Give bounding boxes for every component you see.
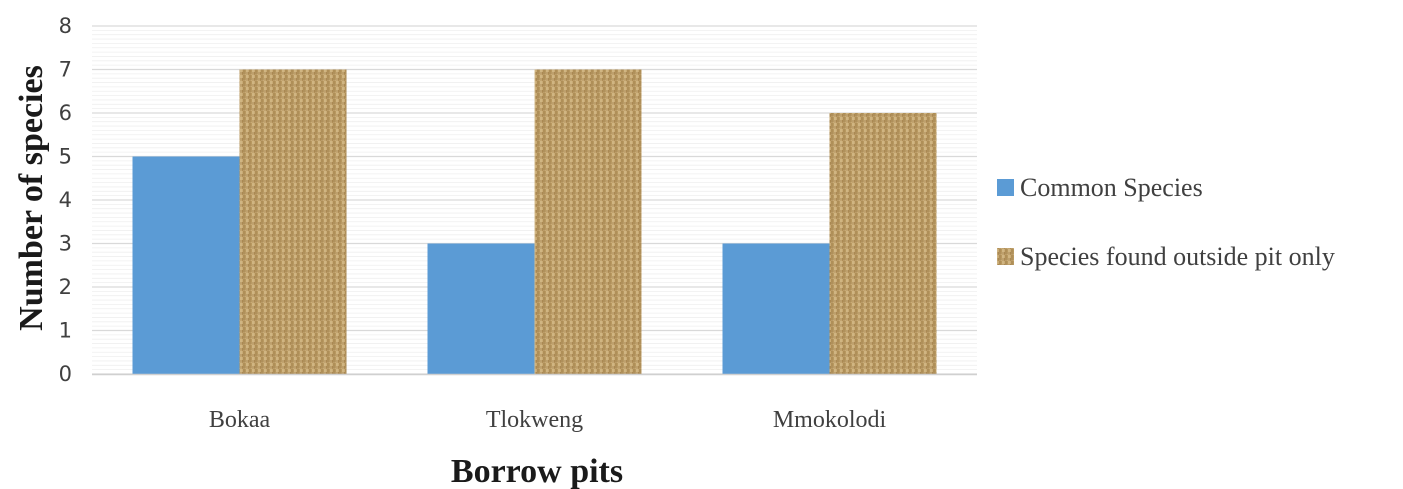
bar-tlokweng-series-1 (534, 69, 642, 374)
legend: Common Species Species found outside pit… (997, 173, 1335, 271)
x-axis-title: Borrow pits (451, 453, 623, 489)
bars (132, 69, 937, 374)
x-axis-ticks: Bokaa Tlokweng Mmokolodi (209, 407, 887, 433)
bar-mmokolodi-series-0 (722, 243, 830, 374)
x-tick-label: Bokaa (209, 407, 271, 433)
y-tick-label: 4 (59, 188, 72, 212)
y-axis-ticks: 0 1 2 3 4 5 6 7 8 (59, 14, 72, 386)
bar-mmokolodi-series-1 (829, 113, 937, 374)
x-tick-label: Mmokolodi (773, 407, 887, 433)
y-tick-label: 0 (59, 362, 72, 386)
y-tick-label: 6 (59, 101, 72, 125)
y-tick-label: 5 (59, 145, 72, 169)
bar-tlokweng-series-0 (427, 243, 535, 374)
x-tick-label: Tlokweng (486, 407, 583, 433)
y-tick-label: 1 (59, 319, 72, 343)
bar-bokaa-series-0 (132, 156, 240, 374)
y-tick-label: 3 (59, 232, 72, 256)
legend-swatch-species-outside-pit (997, 248, 1014, 265)
bar-bokaa-series-1 (239, 69, 347, 374)
y-tick-label: 2 (59, 275, 72, 299)
legend-label-species-outside-pit: Species found outside pit only (1020, 242, 1335, 271)
y-tick-label: 7 (59, 58, 72, 82)
y-tick-label: 8 (59, 14, 72, 38)
y-axis-title: Number of species (13, 65, 50, 331)
legend-label-common-species: Common Species (1020, 173, 1203, 202)
legend-swatch-common-species (997, 179, 1014, 196)
